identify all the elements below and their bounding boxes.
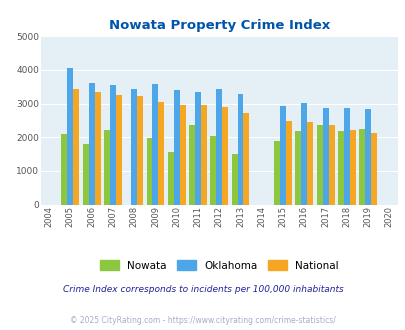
Bar <box>152 84 158 205</box>
Bar <box>364 109 370 205</box>
Title: Nowata Property Crime Index: Nowata Property Crime Index <box>109 19 329 32</box>
Bar <box>337 131 343 205</box>
Bar <box>279 106 285 205</box>
Bar <box>88 83 94 205</box>
Bar <box>343 108 349 205</box>
Bar <box>146 138 152 205</box>
Bar <box>349 130 355 205</box>
Bar <box>307 122 313 205</box>
Bar <box>370 133 376 205</box>
Bar <box>94 92 100 205</box>
Bar <box>231 154 237 205</box>
Bar <box>301 103 307 205</box>
Bar <box>137 96 143 205</box>
Bar <box>210 136 216 205</box>
Bar <box>131 89 137 205</box>
Bar <box>173 90 179 205</box>
Bar <box>83 144 88 205</box>
Bar <box>328 125 334 205</box>
Bar <box>322 108 328 205</box>
Bar <box>110 85 115 205</box>
Bar <box>167 152 173 205</box>
Text: © 2025 CityRating.com - https://www.cityrating.com/crime-statistics/: © 2025 CityRating.com - https://www.city… <box>70 316 335 325</box>
Bar <box>316 125 322 205</box>
Bar <box>222 107 228 205</box>
Legend: Nowata, Oklahoma, National: Nowata, Oklahoma, National <box>100 260 338 271</box>
Bar <box>67 68 73 205</box>
Bar <box>285 121 291 205</box>
Bar <box>158 102 164 205</box>
Bar <box>73 89 79 205</box>
Bar <box>189 125 194 205</box>
Bar <box>358 128 364 205</box>
Bar <box>104 130 110 205</box>
Bar <box>115 95 122 205</box>
Bar <box>216 89 222 205</box>
Bar <box>200 105 207 205</box>
Bar <box>237 94 243 205</box>
Bar <box>179 105 185 205</box>
Bar <box>194 91 200 205</box>
Bar <box>273 141 279 205</box>
Text: Crime Index corresponds to incidents per 100,000 inhabitants: Crime Index corresponds to incidents per… <box>62 285 343 294</box>
Bar <box>295 131 301 205</box>
Bar <box>61 134 67 205</box>
Bar <box>243 113 249 205</box>
